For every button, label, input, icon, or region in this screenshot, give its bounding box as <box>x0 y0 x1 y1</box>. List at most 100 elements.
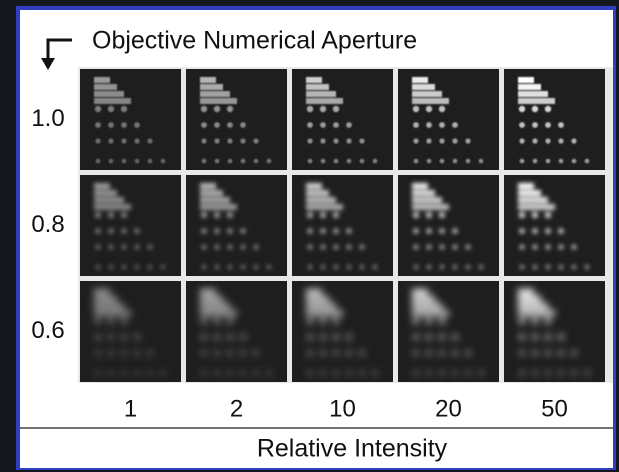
dot <box>108 334 114 340</box>
dot <box>161 159 166 164</box>
dot <box>519 106 525 112</box>
dot <box>532 228 538 234</box>
dot <box>320 334 326 340</box>
dot <box>439 228 445 234</box>
dot <box>307 122 313 128</box>
dot <box>227 138 232 143</box>
dot <box>373 371 378 376</box>
dot <box>571 244 576 249</box>
dot <box>147 244 152 249</box>
image-cell <box>80 175 181 276</box>
dot <box>227 350 232 355</box>
dot <box>334 159 339 164</box>
figure: Objective Numerical Aperture Relative In… <box>0 0 619 472</box>
dot <box>532 334 538 340</box>
dot <box>413 228 419 234</box>
dot <box>320 318 326 324</box>
dot <box>121 212 127 218</box>
dot <box>347 265 352 270</box>
dot <box>320 228 326 234</box>
dot <box>414 159 419 164</box>
dot <box>201 350 206 355</box>
dot <box>201 318 207 324</box>
dot <box>532 212 538 218</box>
dot <box>148 265 153 270</box>
dot <box>214 334 220 340</box>
dot <box>227 318 233 324</box>
dot <box>202 371 207 376</box>
dot <box>479 265 484 270</box>
dot <box>201 138 206 143</box>
dot <box>307 106 313 112</box>
dot <box>360 265 365 270</box>
stripe <box>306 310 343 316</box>
dot <box>227 106 233 112</box>
column-label: 2 <box>230 395 243 422</box>
dot <box>241 159 246 164</box>
dot <box>426 318 432 324</box>
dot <box>414 371 419 376</box>
dot <box>320 122 326 128</box>
dot <box>533 371 538 376</box>
dot <box>346 334 352 340</box>
image-cell <box>398 175 499 276</box>
dot <box>108 228 114 234</box>
stripe <box>306 289 322 295</box>
dot <box>413 122 419 128</box>
stripe <box>518 204 555 210</box>
dot <box>466 159 471 164</box>
dot <box>585 159 590 164</box>
dot <box>333 106 339 112</box>
stripe <box>94 77 110 83</box>
stripe <box>200 84 223 90</box>
dot <box>465 244 470 249</box>
dot <box>241 265 246 270</box>
dot <box>519 138 524 143</box>
dot <box>333 318 339 324</box>
dot <box>135 159 140 164</box>
stripe <box>94 91 124 97</box>
dot <box>201 212 207 218</box>
image-cell <box>186 69 287 170</box>
dot <box>373 265 378 270</box>
dot <box>227 244 232 249</box>
dot <box>215 371 220 376</box>
dot <box>452 244 457 249</box>
dot <box>333 350 338 355</box>
dot <box>453 265 458 270</box>
dot <box>347 159 352 164</box>
stripe <box>94 183 110 189</box>
dot <box>95 350 100 355</box>
dot <box>519 122 525 128</box>
image-grid <box>80 69 605 382</box>
stripe <box>518 303 548 309</box>
dot <box>479 159 484 164</box>
dot <box>320 138 325 143</box>
dot <box>571 138 576 143</box>
dot <box>545 122 551 128</box>
dot <box>121 106 127 112</box>
dot <box>214 228 220 234</box>
dot <box>121 350 126 355</box>
image-cell <box>292 69 393 170</box>
dot <box>240 138 245 143</box>
dot <box>546 265 551 270</box>
dot <box>333 122 339 128</box>
dot <box>96 371 101 376</box>
dot <box>439 334 445 340</box>
stripe <box>94 296 117 302</box>
dot <box>426 350 431 355</box>
stripe <box>306 190 329 196</box>
dot <box>558 122 564 128</box>
dot <box>520 265 525 270</box>
dot <box>334 265 339 270</box>
dot <box>96 159 101 164</box>
dot <box>519 244 524 249</box>
dot <box>134 228 140 234</box>
dot <box>214 138 219 143</box>
stripe <box>306 84 329 90</box>
stripe <box>306 197 336 203</box>
stripe <box>412 91 442 97</box>
dot <box>465 138 470 143</box>
stripe <box>200 296 223 302</box>
